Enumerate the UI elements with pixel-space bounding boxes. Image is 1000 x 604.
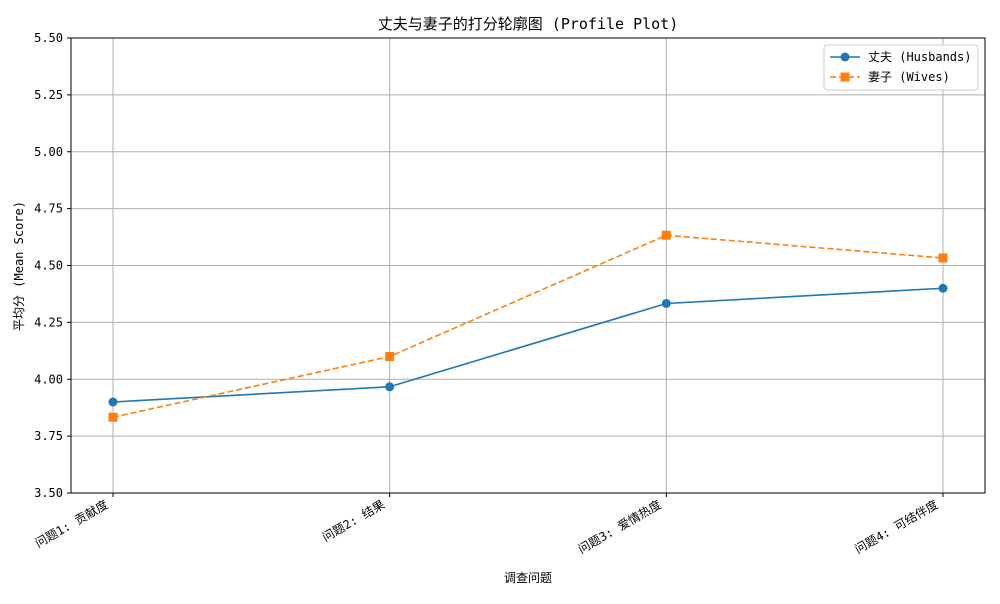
series-2 — [108, 230, 948, 422]
legend-box — [823, 44, 979, 91]
legend: 丈夫 (Husbands) 妻子 (Wives) — [823, 44, 979, 91]
y-tick-label: 3.75 — [34, 429, 63, 443]
y-tick-label: 3.50 — [34, 486, 63, 500]
data-point — [385, 352, 395, 361]
y-tick-label: 4.00 — [34, 372, 63, 386]
legend-marker — [840, 52, 850, 62]
data-point — [108, 412, 118, 422]
y-tick-label: 5.00 — [34, 145, 63, 159]
x-tick-label: 问题3: 爱情热度 — [575, 497, 664, 557]
series-1 — [108, 283, 948, 407]
data-point — [385, 382, 395, 392]
grid-lines — [71, 37, 985, 494]
plot-frame — [70, 37, 986, 494]
series-line — [112, 287, 944, 403]
legend-label: 妻子 (Wives) — [868, 70, 950, 84]
series-layer — [108, 230, 948, 422]
data-point — [661, 298, 671, 308]
y-tick-label: 4.75 — [34, 202, 63, 216]
data-point — [938, 253, 948, 263]
x-axis-label: 调查问题 — [504, 571, 552, 585]
legend-marker — [840, 72, 850, 82]
x-tick-label: 问题4: 可结伴度 — [852, 497, 941, 557]
y-tick-label: 4.50 — [34, 259, 63, 273]
x-tick-label: 问题2: 结果 — [320, 497, 387, 544]
series-line — [112, 234, 944, 419]
data-point — [661, 230, 671, 240]
data-point — [938, 283, 948, 293]
legend-item: 丈夫 (Husbands) — [830, 50, 971, 64]
chart-title: 丈夫与妻子的打分轮廓图 (Profile Plot) — [378, 15, 678, 33]
x-tick-label: 问题1: 贡献度 — [32, 497, 110, 551]
y-tick-label: 5.25 — [34, 88, 63, 102]
legend-item: 妻子 (Wives) — [830, 70, 950, 84]
y-tick-label: 4.25 — [34, 315, 63, 329]
y-tick-label: 5.50 — [34, 31, 63, 45]
y-axis-label: 平均分 (Mean Score) — [12, 201, 26, 331]
data-point — [108, 397, 118, 407]
legend-label: 丈夫 (Husbands) — [868, 50, 971, 64]
